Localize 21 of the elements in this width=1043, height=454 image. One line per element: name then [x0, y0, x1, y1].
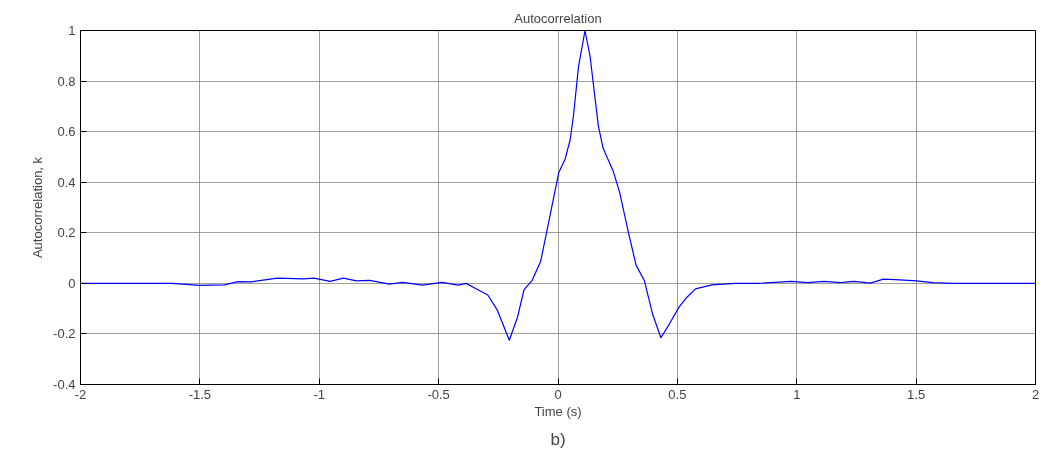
x-tick-label: 2 [1031, 386, 1040, 402]
y-tick-label: -0.4 [53, 377, 76, 392]
x-tick-label: -1 [313, 386, 326, 402]
x-tick-label: -0.5 [427, 386, 450, 402]
y-tick-label: 0.2 [57, 225, 76, 241]
x-tick-label: -2 [74, 386, 87, 402]
x-tick-label: 0 [554, 386, 562, 402]
chart-title: Autocorrelation [514, 10, 602, 26]
x-tick-label: 1 [793, 386, 801, 402]
text: b) [550, 429, 566, 449]
y-tick-label: 0.4 [57, 174, 76, 190]
y-tick-label: 0.8 [57, 73, 76, 89]
x-tick-label: 1.5 [907, 386, 926, 402]
y-tick-label: -0.2 [53, 326, 76, 342]
y-axis-title: Autocorrelation, k [30, 156, 46, 259]
x-tick-label: 0.5 [668, 386, 687, 402]
y-tick-label: 1 [68, 23, 76, 38]
y-tick-label: 0 [68, 275, 76, 291]
x-axis-title: Time (s) [534, 403, 582, 419]
y-tick-label: 0.6 [57, 124, 76, 140]
x-tick-label: -1.5 [188, 386, 212, 402]
